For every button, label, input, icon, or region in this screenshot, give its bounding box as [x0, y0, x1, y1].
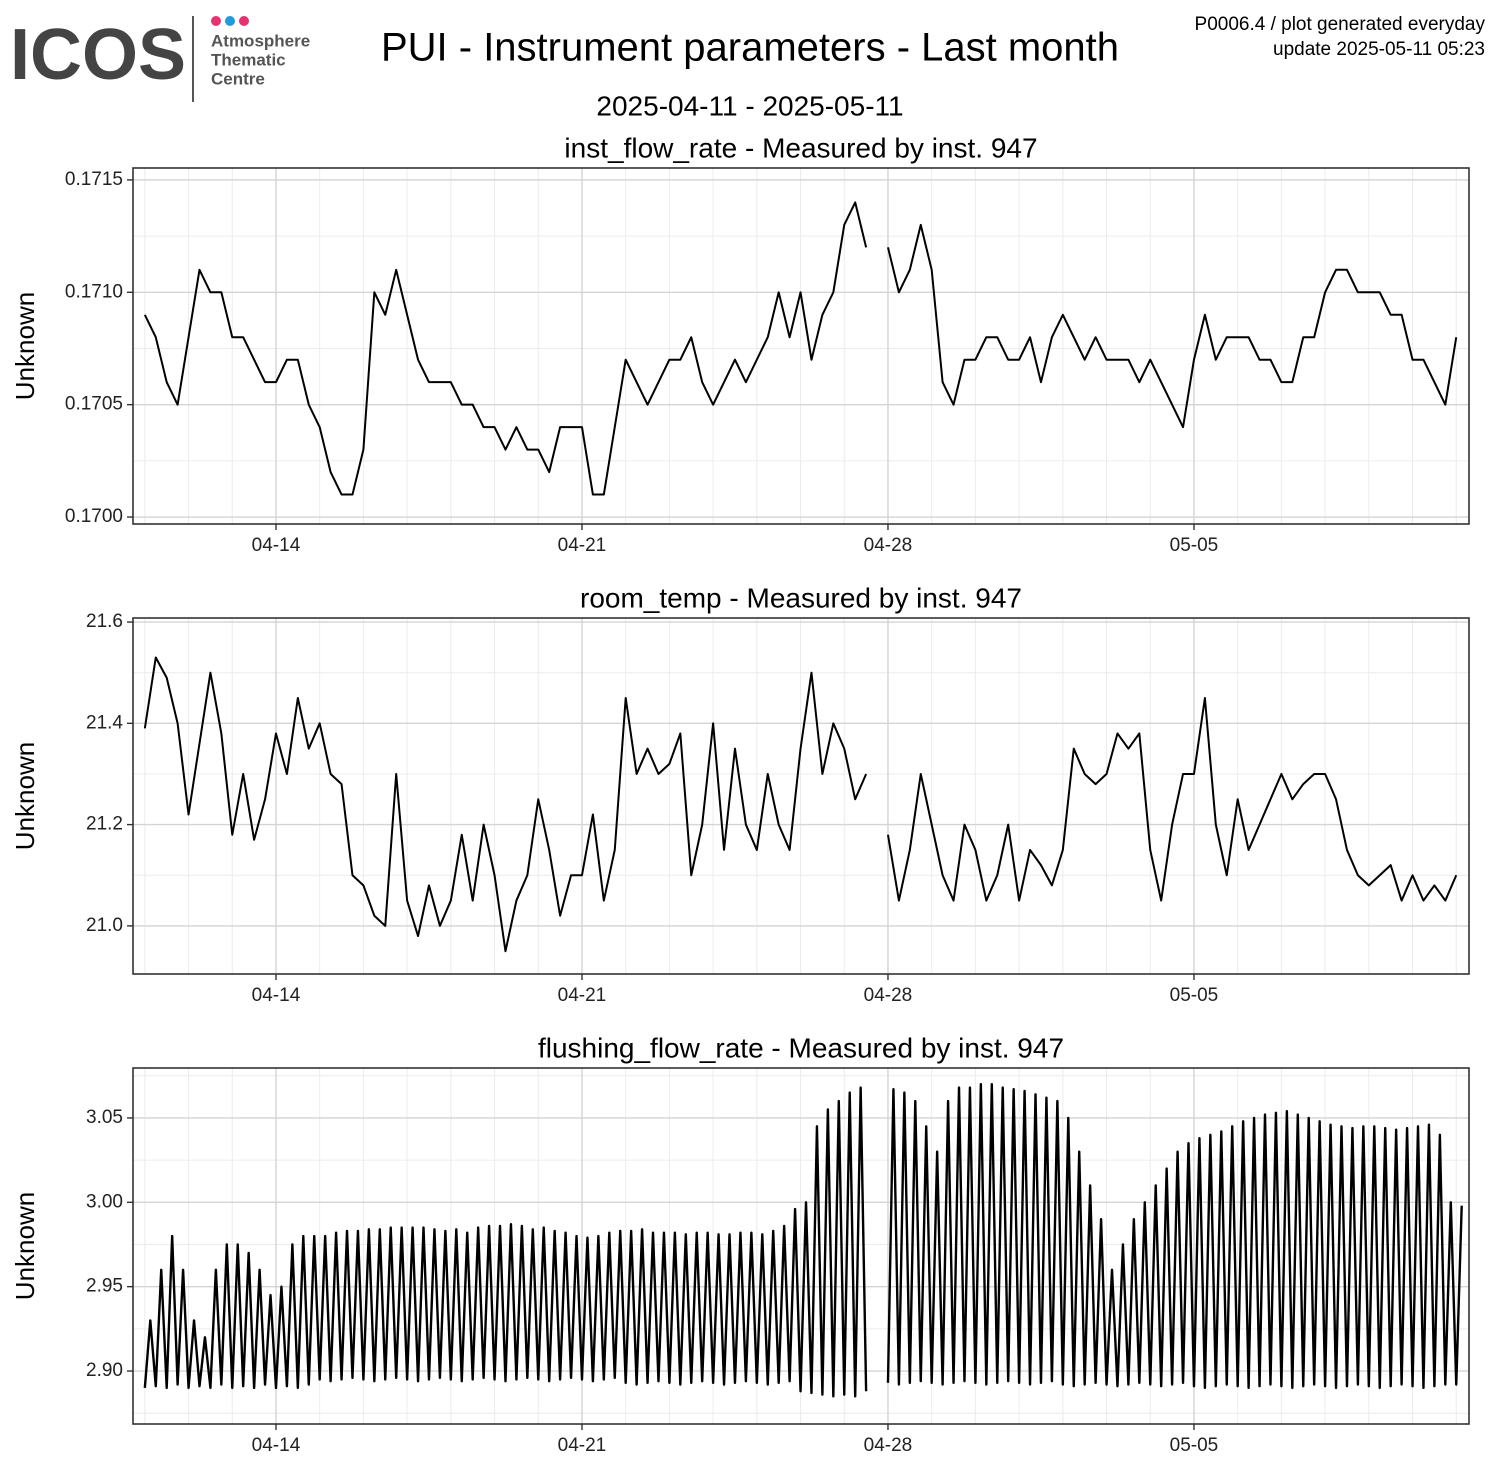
logo-line: Centre	[211, 69, 265, 88]
y-tick-label: 21.2	[86, 814, 123, 835]
panel-title: room_temp - Measured by inst. 947	[580, 582, 1022, 613]
logo-dot	[225, 16, 235, 26]
y-axis-title: Unknown	[10, 742, 40, 850]
x-tick-label: 04-14	[252, 985, 301, 1006]
y-tick-label: 0.1700	[65, 506, 123, 527]
logo-line: Thematic	[211, 50, 286, 69]
data-line	[143, 1083, 1463, 1398]
panel-title: inst_flow_rate - Measured by inst. 947	[564, 132, 1037, 163]
y-tick-label: 2.95	[86, 1276, 123, 1297]
note: P0006.4 / plot generated everyday	[1195, 14, 1486, 35]
data-line	[143, 201, 1458, 496]
panel: 2.90 2.95 3.00 3.05 04-14 04-21 04-28 05-05 flus…	[10, 1032, 1470, 1456]
y-tick-label: 2.90	[86, 1360, 123, 1381]
x-tick-label: 04-14	[252, 1435, 301, 1456]
subtitle: 2025-04-11 - 2025-05-11	[596, 90, 903, 121]
x-tick-label: 04-14	[252, 535, 301, 556]
logo-dot	[239, 16, 249, 26]
y-axis-title: Unknown	[10, 292, 40, 400]
page-title: PUI - Instrument parameters - Last month	[381, 26, 1119, 70]
x-tick-label: 04-21	[558, 1435, 607, 1456]
plot-border	[132, 167, 1470, 525]
data-line	[143, 656, 1458, 953]
logo: ICOS Atmosphere Thematic Centre	[10, 15, 310, 102]
logo-text: ICOS	[10, 15, 186, 95]
y-tick-label: 0.1715	[65, 169, 123, 190]
x-tick-label: 04-21	[558, 535, 607, 556]
x-tick-label: 04-28	[864, 1435, 913, 1456]
x-tick-label: 05-05	[1170, 1435, 1219, 1456]
y-tick-label: 3.05	[86, 1107, 123, 1128]
y-tick-label: 21.4	[86, 712, 123, 733]
panel: 0.1700 0.1705 0.1710 0.1715 04-14 04-21 04-28 0…	[10, 132, 1470, 556]
y-tick-label: 0.1705	[65, 394, 123, 415]
y-tick-label: 3.00	[86, 1191, 123, 1212]
logo-dot	[211, 16, 221, 26]
note: update 2025-05-11 05:23	[1273, 39, 1485, 60]
logo-line: Atmosphere	[211, 31, 310, 50]
panel-title: flushing_flow_rate - Measured by inst. 9…	[538, 1032, 1064, 1063]
y-tick-label: 21.0	[86, 915, 123, 936]
plot-border	[132, 617, 1470, 975]
y-tick-label: 21.6	[86, 611, 123, 632]
y-axis-title: Unknown	[10, 1192, 40, 1300]
x-tick-label: 04-28	[864, 535, 913, 556]
x-tick-label: 05-05	[1170, 985, 1219, 1006]
y-tick-label: 0.1710	[65, 281, 123, 302]
plot-border	[132, 1067, 1470, 1425]
panel: 21.0 21.2 21.4 21.6 04-14 04-21 04-28 05-05 room…	[10, 582, 1470, 1006]
x-tick-label: 04-21	[558, 985, 607, 1006]
x-tick-label: 05-05	[1170, 535, 1219, 556]
x-tick-label: 04-28	[864, 985, 913, 1006]
